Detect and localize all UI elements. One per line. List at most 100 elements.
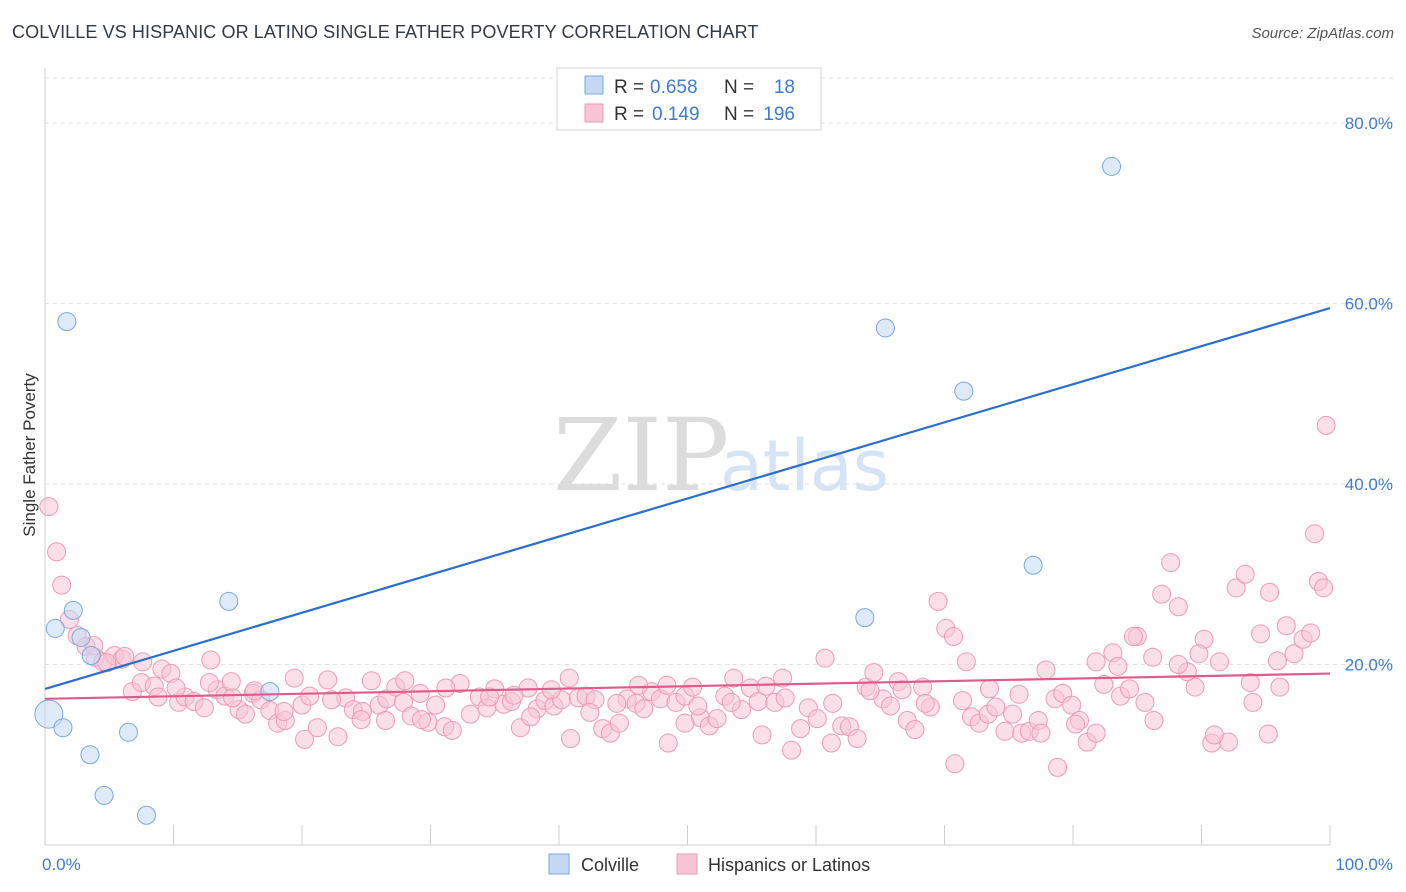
point-hispanic bbox=[952, 691, 972, 711]
point-hispanic bbox=[1062, 695, 1082, 715]
point-hispanic bbox=[1301, 623, 1321, 643]
point-hispanic bbox=[860, 681, 880, 701]
point-hispanic bbox=[1144, 710, 1164, 730]
point-hispanic bbox=[39, 497, 59, 517]
point-hispanic bbox=[166, 678, 186, 698]
point-hispanic bbox=[782, 740, 802, 760]
point-colville bbox=[260, 682, 280, 702]
tick-labels: 20.0% 40.0% 60.0% 80.0% 0.0% 100.0% bbox=[42, 114, 1393, 874]
y-tick-label: 80.0% bbox=[1345, 114, 1393, 133]
point-colville bbox=[1023, 555, 1043, 575]
point-hispanic bbox=[561, 729, 581, 749]
point-hispanic bbox=[1123, 627, 1143, 647]
point-hispanic bbox=[1108, 656, 1128, 676]
point-hispanic bbox=[995, 721, 1015, 741]
point-hispanic bbox=[1240, 673, 1260, 693]
bottom-legend: Colville Hispanics or Latinos bbox=[548, 853, 870, 875]
point-hispanic bbox=[300, 686, 320, 706]
trend-line-hispanic bbox=[44, 672, 1331, 700]
point-hispanic bbox=[823, 693, 843, 713]
point-hispanic bbox=[295, 729, 315, 749]
legend-r-value-hispanic: 0.149 bbox=[652, 104, 700, 125]
watermark-zip: ZIP bbox=[553, 397, 729, 514]
point-colville bbox=[81, 646, 101, 666]
y-tick-label: 60.0% bbox=[1345, 295, 1393, 314]
bottom-legend-label-colville: Colville bbox=[581, 855, 639, 875]
point-hispanic bbox=[1267, 651, 1287, 671]
point-hispanic bbox=[847, 729, 867, 749]
point-hispanic bbox=[410, 683, 430, 703]
point-hispanic bbox=[1120, 679, 1140, 699]
point-hispanic bbox=[675, 713, 695, 733]
x-tick-label: 100.0% bbox=[1335, 855, 1393, 874]
point-hispanic bbox=[274, 701, 294, 721]
point-hispanic bbox=[1031, 723, 1051, 743]
point-hispanic bbox=[724, 668, 744, 688]
point-hispanic bbox=[1276, 616, 1296, 636]
legend-n-value-colville: 18 bbox=[774, 77, 795, 98]
bottom-legend-swatch-hispanic bbox=[676, 853, 698, 875]
point-hispanic bbox=[223, 688, 243, 708]
point-hispanic bbox=[1284, 644, 1304, 664]
point-colville bbox=[63, 600, 83, 620]
point-hispanic bbox=[658, 733, 678, 753]
point-colville bbox=[119, 722, 139, 742]
point-hispanic bbox=[235, 704, 255, 724]
point-hispanic bbox=[351, 710, 371, 730]
point-hispanic bbox=[815, 648, 835, 668]
point-hispanic bbox=[436, 678, 456, 698]
bottom-legend-swatch-colville bbox=[548, 853, 570, 875]
point-colville bbox=[71, 627, 91, 647]
point-hispanic bbox=[284, 668, 304, 688]
point-hispanic bbox=[480, 687, 500, 707]
point-hispanic bbox=[1270, 677, 1290, 697]
legend-n-label-hispanic: N = bbox=[724, 104, 754, 125]
point-hispanic bbox=[1235, 564, 1255, 584]
point-hispanic bbox=[881, 696, 901, 716]
y-tick-label: 20.0% bbox=[1345, 656, 1393, 675]
point-hispanic bbox=[1003, 704, 1023, 724]
point-hispanic bbox=[47, 542, 67, 562]
point-hispanic bbox=[634, 699, 654, 719]
point-colville bbox=[954, 381, 974, 401]
point-hispanic bbox=[773, 668, 793, 688]
point-hispanic bbox=[1086, 723, 1106, 743]
point-hispanic bbox=[775, 688, 795, 708]
point-hispanic bbox=[1168, 597, 1188, 617]
point-hispanic bbox=[688, 696, 708, 716]
legend-r-label-colville: R = bbox=[614, 77, 644, 98]
x-tick-label: 0.0% bbox=[42, 855, 81, 874]
point-hispanic bbox=[945, 754, 965, 774]
point-colville bbox=[80, 745, 100, 765]
point-hispanic bbox=[1086, 652, 1106, 672]
chart-title: COLVILLE VS HISPANIC OR LATINO SINGLE FA… bbox=[12, 22, 759, 42]
data-points bbox=[34, 156, 1336, 825]
legend-swatch-colville bbox=[584, 75, 604, 95]
legend: R = 0.658 N = 18 R = 0.149 N = 196 bbox=[556, 67, 822, 131]
point-hispanic bbox=[318, 670, 338, 690]
point-hispanic bbox=[943, 627, 963, 647]
point-hispanic bbox=[442, 720, 462, 740]
point-hispanic bbox=[1066, 714, 1086, 734]
point-hispanic bbox=[194, 698, 214, 718]
point-hispanic bbox=[1168, 655, 1188, 675]
point-colville bbox=[34, 699, 64, 729]
point-hispanic bbox=[1094, 674, 1114, 694]
point-hispanic bbox=[1185, 677, 1205, 697]
point-hispanic bbox=[956, 652, 976, 672]
point-hispanic bbox=[807, 709, 827, 729]
point-colville bbox=[57, 312, 77, 332]
point-hispanic bbox=[1036, 660, 1056, 680]
point-hispanic bbox=[979, 679, 999, 699]
point-hispanic bbox=[376, 710, 396, 730]
legend-swatch-hispanic bbox=[584, 103, 604, 123]
point-hispanic bbox=[1316, 415, 1336, 435]
point-colville bbox=[45, 618, 65, 638]
point-hispanic bbox=[1305, 524, 1325, 544]
point-hispanic bbox=[1161, 553, 1181, 573]
point-hispanic bbox=[460, 704, 480, 724]
point-colville bbox=[53, 718, 73, 738]
point-colville bbox=[137, 805, 157, 825]
point-colville bbox=[94, 785, 114, 805]
